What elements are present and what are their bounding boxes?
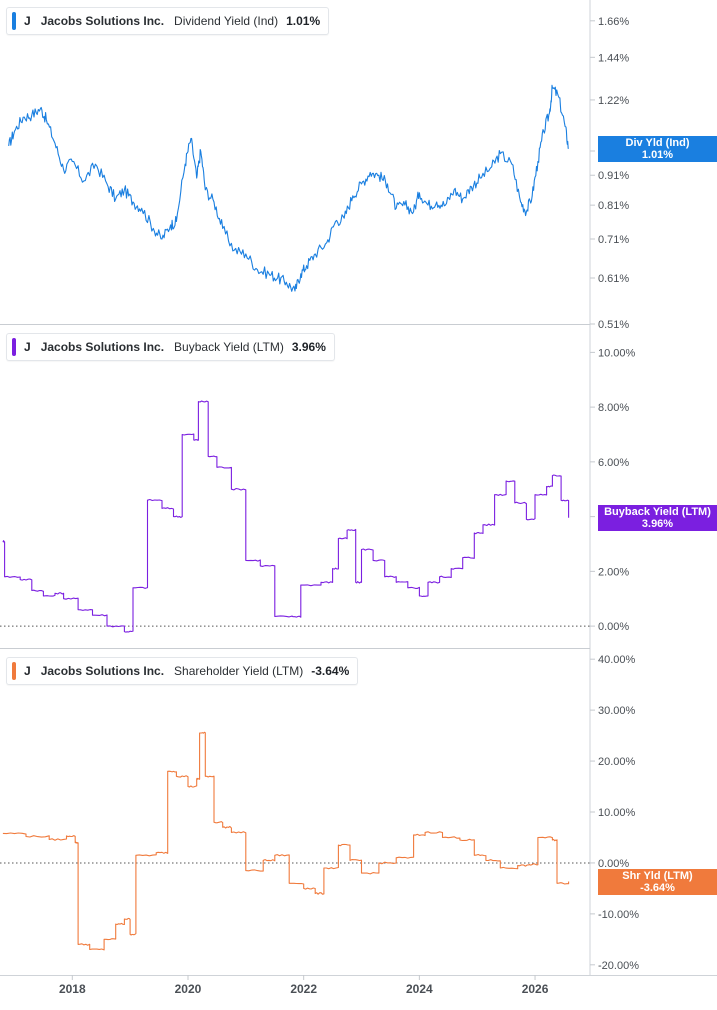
y-tick-label: 0.91% <box>598 170 629 182</box>
y-tick-label: 10.00% <box>598 347 636 359</box>
value-tag-shareholder-yield: Shr Yld (LTM) -3.64% <box>598 868 717 895</box>
y-tick-label: 20.00% <box>598 756 636 768</box>
legend-company: Jacobs Solutions Inc. <box>40 14 165 28</box>
y-tick-label: 0.00% <box>598 621 629 633</box>
y-tick-label: 0.81% <box>598 200 629 212</box>
x-tick-label: 2024 <box>406 982 433 996</box>
value-tag-value: 1.01% <box>641 148 674 161</box>
value-tag-label: Shr Yld (LTM) <box>622 869 693 882</box>
y-tick-label: 0.61% <box>598 273 629 285</box>
y-tick-label: 8.00% <box>598 402 629 414</box>
y-tick-label: -20.00% <box>598 960 639 972</box>
x-tick-label: 2020 <box>175 982 202 996</box>
legend-shareholder-yield[interactable]: J Jacobs Solutions Inc. Shareholder Yiel… <box>6 657 359 685</box>
y-tick-label: 2.00% <box>598 566 629 578</box>
x-tick-label: 2022 <box>290 982 317 996</box>
y-tick-label: 1.22% <box>598 95 629 107</box>
legend-color-bar <box>12 12 16 30</box>
legend-metric: Dividend Yield (Ind) <box>174 14 279 28</box>
legend-ticker: J <box>24 664 31 678</box>
legend-value: 1.01% <box>286 14 321 28</box>
x-axis: 2018 2020 2022 2024 2026 <box>59 975 549 996</box>
y-tick-label: 40.00% <box>598 654 636 666</box>
legend-value: -3.64% <box>311 664 350 678</box>
legend-value: 3.96% <box>291 340 326 354</box>
y-tick-label: -10.00% <box>598 909 639 921</box>
value-tag-label: Buyback Yield (LTM) <box>604 505 711 518</box>
y-tick-label: 0.71% <box>598 234 629 246</box>
y-tick-label: 1.66% <box>598 16 629 28</box>
legend-metric: Buyback Yield (LTM) <box>174 340 284 354</box>
value-tag-buyback-yield: Buyback Yield (LTM) 3.96% <box>598 504 717 531</box>
shareholder-yield-panel: 40.00% 30.00% 20.00% 10.00% 0.00% -10.00% -20.… <box>0 654 639 972</box>
y-tick-label: 0.00% <box>598 858 629 870</box>
legend-metric: Shareholder Yield (LTM) <box>174 664 304 678</box>
legend-color-bar <box>12 662 16 680</box>
buyback-yield-panel: 10.00% 8.00% 6.00% 2.00% 0.00% <box>0 347 636 633</box>
legend-company: Jacobs Solutions Inc. <box>40 664 165 678</box>
series-line <box>2 731 570 951</box>
value-tag-label: Div Yld (Ind) <box>625 136 690 149</box>
legend-ticker: J <box>24 14 31 28</box>
y-tick-label: 6.00% <box>598 457 629 469</box>
value-tag-value: -3.64% <box>640 881 675 894</box>
dividend-yield-panel: 1.66% 1.44% 1.22% 0.91% 0.81% 0.71% 0.61% 0.51% <box>8 16 629 331</box>
y-tick-label: 10.00% <box>598 807 636 819</box>
legend-color-bar <box>12 338 16 356</box>
value-tag-dividend-yield: Div Yld (Ind) 1.01% <box>598 135 717 162</box>
legend-ticker: J <box>24 340 31 354</box>
legend-buyback-yield[interactable]: J Jacobs Solutions Inc. Buyback Yield (L… <box>6 333 335 361</box>
series-line <box>2 400 570 633</box>
value-tag-value: 3.96% <box>641 517 674 530</box>
y-tick-label: 1.44% <box>598 52 629 64</box>
legend-company: Jacobs Solutions Inc. <box>40 340 165 354</box>
y-tick-label: 30.00% <box>598 705 636 717</box>
x-tick-label: 2018 <box>59 982 86 996</box>
series-line <box>8 84 569 292</box>
y-tick-label: 0.51% <box>598 319 629 331</box>
legend-dividend-yield[interactable]: J Jacobs Solutions Inc. Dividend Yield (… <box>6 7 330 35</box>
x-tick-label: 2026 <box>522 982 549 996</box>
